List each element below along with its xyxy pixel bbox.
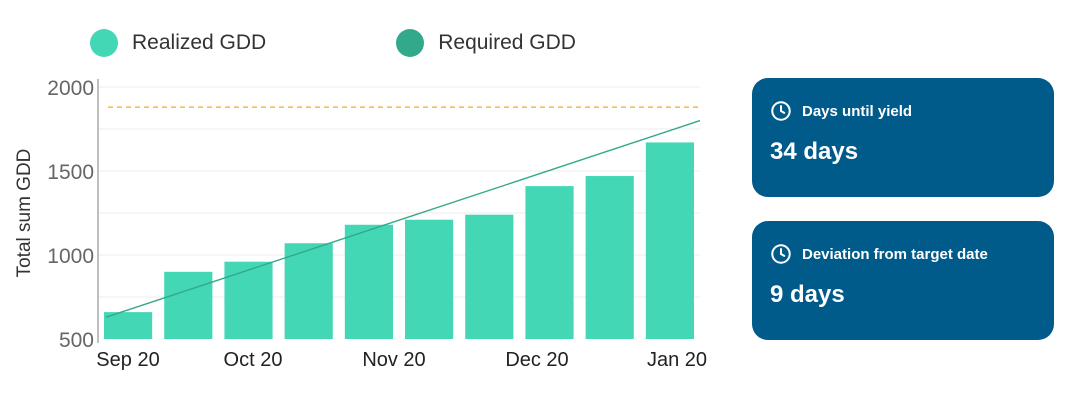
realized-bar bbox=[405, 219, 454, 339]
realized-bar bbox=[525, 186, 574, 339]
legend-swatch-required bbox=[396, 29, 425, 57]
y-tick-label: 2000 bbox=[47, 77, 94, 100]
legend-label-realized: Realized GDD bbox=[132, 31, 267, 54]
y-axis-label: Total sum GDD bbox=[14, 149, 35, 278]
realized-bar bbox=[284, 243, 333, 339]
y-tick-label: 500 bbox=[59, 329, 94, 352]
x-tick-label: Oct 20 bbox=[224, 349, 283, 371]
y-tick-label: 1500 bbox=[47, 161, 94, 184]
realized-bar bbox=[465, 214, 514, 339]
required-gdd-line bbox=[105, 119, 701, 318]
deviation-from-target-card: Deviation from target date 9 days bbox=[752, 221, 1054, 340]
x-tick-label: Dec 20 bbox=[505, 349, 568, 371]
x-tick-label: Jan 20 bbox=[647, 349, 707, 371]
realized-bar bbox=[344, 224, 393, 339]
days-until-yield-card: Days until yield 34 days bbox=[752, 78, 1054, 197]
legend-item-realized[interactable]: Realized GDD bbox=[90, 29, 266, 57]
realized-bar bbox=[104, 312, 153, 339]
card-title: Days until yield bbox=[802, 102, 913, 120]
legend-item-required[interactable]: Required GDD bbox=[396, 29, 576, 57]
gdd-chart: 500 1000 1500 2000 Total sum GDD Sep 20 Oct 20… bbox=[14, 77, 707, 371]
clock-icon bbox=[771, 244, 791, 264]
realized-bar bbox=[224, 261, 273, 339]
card-value: 34 days bbox=[770, 138, 859, 165]
card-title: Deviation from target date bbox=[802, 245, 988, 263]
card-value: 9 days bbox=[770, 281, 845, 308]
realized-bar bbox=[585, 176, 634, 339]
legend: Realized GDD Required GDD bbox=[90, 26, 706, 60]
clock-icon bbox=[771, 101, 791, 121]
y-tick-label: 1000 bbox=[47, 245, 94, 268]
realized-bar bbox=[164, 271, 213, 339]
x-tick-label: Sep 20 bbox=[96, 349, 159, 371]
realized-bar bbox=[645, 142, 694, 339]
legend-label-required: Required GDD bbox=[438, 31, 576, 54]
legend-swatch-realized bbox=[90, 29, 118, 57]
x-tick-label: Nov 20 bbox=[362, 349, 425, 371]
